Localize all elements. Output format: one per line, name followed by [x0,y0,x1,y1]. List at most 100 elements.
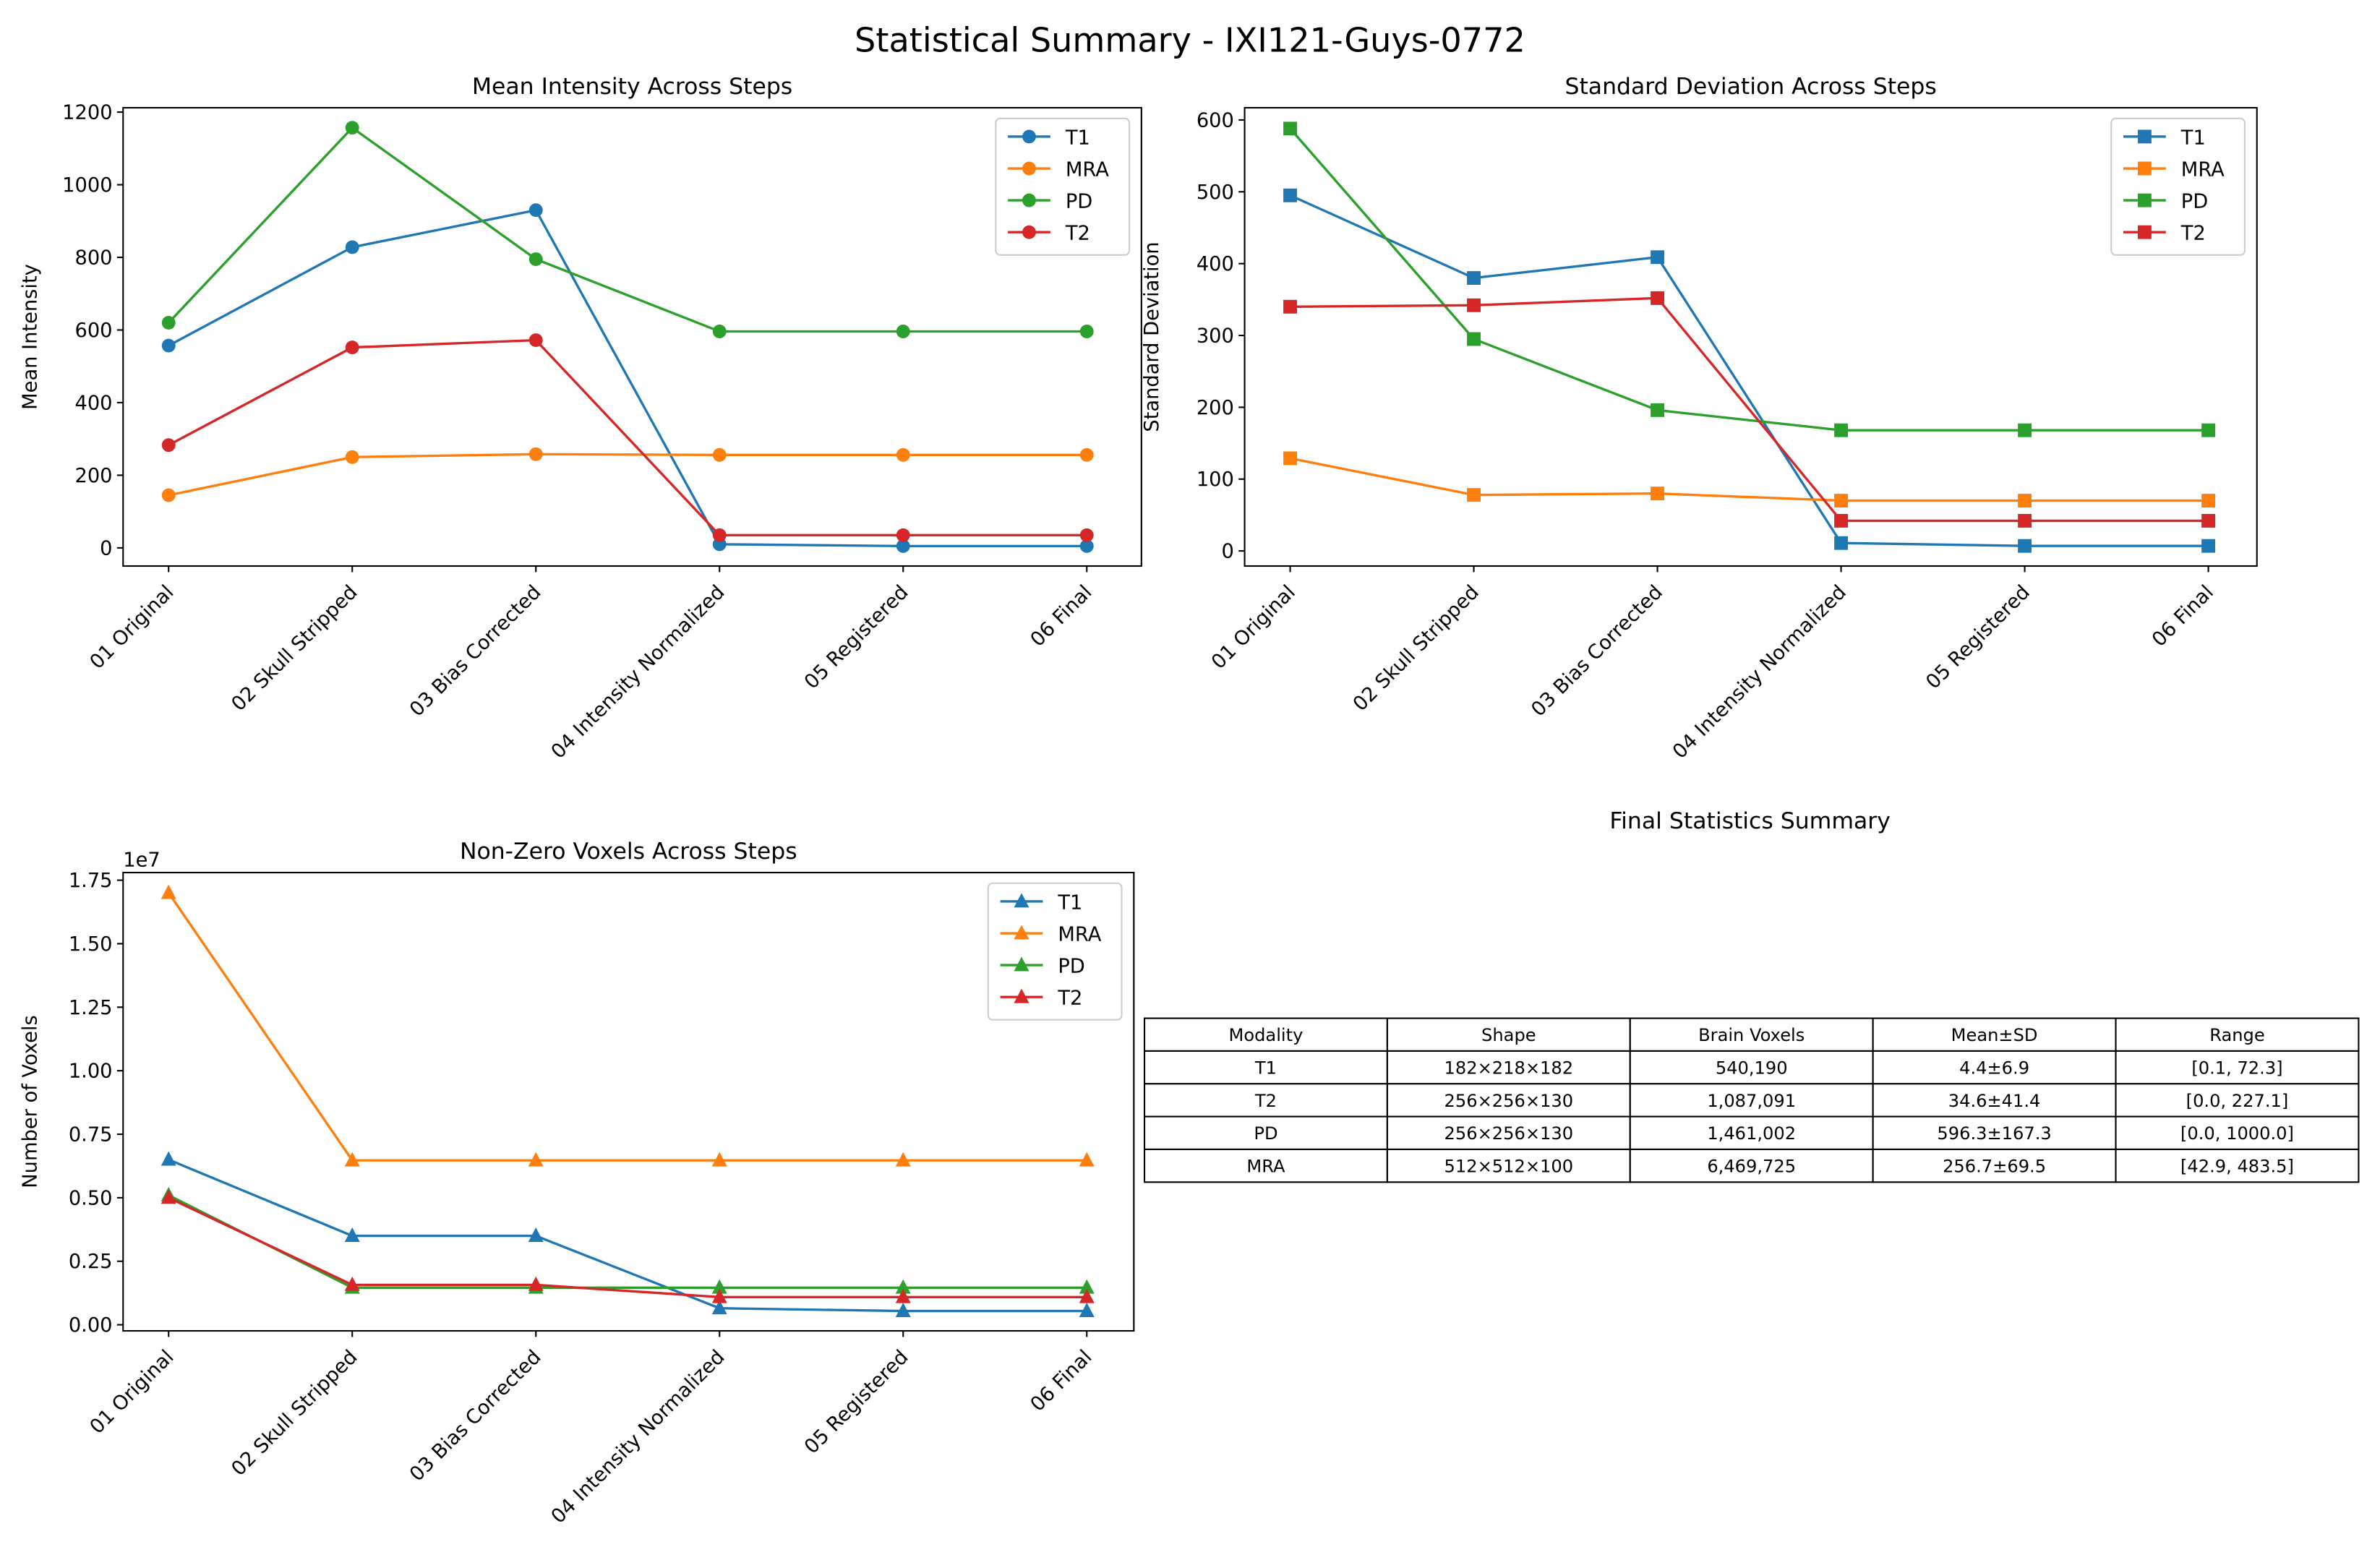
data-point [2201,494,2216,508]
x-tick-label: 04 Intensity Normalized [547,581,729,763]
legend-marker [2137,225,2152,239]
legend: T1 MRA PD T2 [995,117,1131,256]
table-cell-text: 596.3±167.3 [1937,1123,2051,1144]
table-cell-text: [0.0, 227.1] [2186,1091,2289,1111]
plot-frame [122,106,1142,567]
legend-label: MRA [2181,159,2225,181]
chart-2: Standard Deviation Across Steps 0 100 200 30… [1141,74,2258,763]
data-point [711,1279,727,1294]
data-point [528,203,543,218]
table-header-text: Range [2209,1025,2264,1045]
series-line [168,338,1087,536]
y-tick-label: 600 [1197,109,1234,132]
y-tick-label: 1.00 [69,1060,113,1083]
chart-3: Non-Zero Voxels Across Steps 0.00 0.25 0.50… [20,839,1135,1528]
data-point [1834,513,1849,528]
y-axis-label: Standard Deviation [1141,241,1163,432]
x-tick-label: 04 Intensity Normalized [1669,581,1851,763]
data-point [1079,1152,1095,1167]
table-cell-text: 512×512×100 [1444,1156,1574,1176]
data-point [1079,447,1094,462]
data-point [712,528,727,542]
x-tick-label: 05 Registered [800,1346,913,1459]
x-tick-label: 02 Skull Stripped [1349,581,1484,716]
data-point [1467,271,1481,285]
table-cell [1386,1050,1631,1085]
y-tick-label: 300 [1197,325,1234,347]
data-point [711,1152,727,1167]
y-tick-label: 400 [1197,253,1234,275]
data-point [711,1300,727,1315]
data-point [161,488,176,502]
table-cell-text: 34.6±41.4 [1948,1091,2041,1111]
data-point [1079,539,1094,553]
legend-label: PD [1058,956,1084,978]
data-point [895,1288,911,1303]
data-point [528,447,543,461]
y-tick-label: 0.75 [69,1123,113,1146]
data-point [160,1189,176,1204]
legend-label: T2 [1065,223,1090,245]
series-line [168,208,1087,548]
legend-marker [1022,225,1036,239]
x-tick-label: 06 Final [2148,581,2218,651]
table-cell-text: 6,469,725 [1707,1156,1796,1176]
table-cell-text: 256×256×130 [1444,1123,1574,1144]
data-point [160,1151,176,1166]
legend: T1 MRA PD T2 [987,882,1123,1021]
chart-1: Mean Intensity Across Steps 0 200 400 600 800… [20,74,1142,763]
data-point [161,315,176,330]
legend-marker [2137,193,2152,207]
table-cell [1872,1083,2117,1118]
y-tick-label: 1.25 [69,997,113,1019]
x-tick-label: 06 Final [1027,581,1097,651]
x-tick-label: 01 Original [86,581,179,674]
data-point [345,340,359,355]
series-line [168,126,1087,333]
data-point [345,450,359,464]
data-point [1651,487,1665,501]
data-point [711,1288,727,1303]
data-point [345,121,359,135]
figure-title: Statistical Summary - IXI121-Guys-0772 [855,20,1525,59]
data-point [1079,325,1094,338]
series-mra [161,447,1094,502]
legend-marker [2137,161,2152,176]
legend-label: MRA [1058,924,1101,946]
legend-marker [1014,956,1030,972]
data-point [528,1276,544,1291]
legend-label: T1 [2180,127,2206,149]
chart-title: Standard Deviation Across Steps [1565,74,1937,100]
x-tick-label: 01 Original [86,1346,179,1439]
x-tick-label: 03 Bias Corrected [1527,581,1667,721]
data-point [2201,539,2216,553]
plot-frame [1243,106,2258,567]
legend-label: MRA [1066,159,1109,181]
legend: T1 MRA PD T2 [2110,117,2246,256]
series-mra [1283,451,2216,508]
y-tick-label: 0.50 [69,1187,113,1209]
series-mra [160,884,1095,1167]
series-pd [1283,121,2216,437]
table-cell-text: [0.1, 72.3] [2191,1058,2282,1078]
legend-label: PD [2181,191,2208,213]
x-tick-label: 02 Skull Stripped [227,581,361,716]
series-line [168,453,1087,497]
table-header-cell [1386,1017,1631,1052]
data-point [1283,121,1297,136]
chart-title: Mean Intensity Across Steps [472,74,792,100]
y-tick-label: 500 [1197,181,1234,204]
table-header-cell [1872,1017,2117,1052]
y-tick-label: 0 [100,537,112,560]
series-pd [160,1186,1095,1294]
x-tick-label: 06 Final [1027,1346,1097,1416]
data-point [1467,332,1481,346]
series-t1 [160,1151,1095,1318]
y-tick-label: 1.75 [69,870,113,892]
data-point [895,1279,911,1294]
series-t2 [160,1189,1095,1303]
y-offset-label: 1e7 [123,849,160,872]
table-header-text: Modality [1229,1025,1304,1045]
legend-marker [1014,925,1030,940]
x-tick-label: 05 Registered [1922,581,2034,694]
